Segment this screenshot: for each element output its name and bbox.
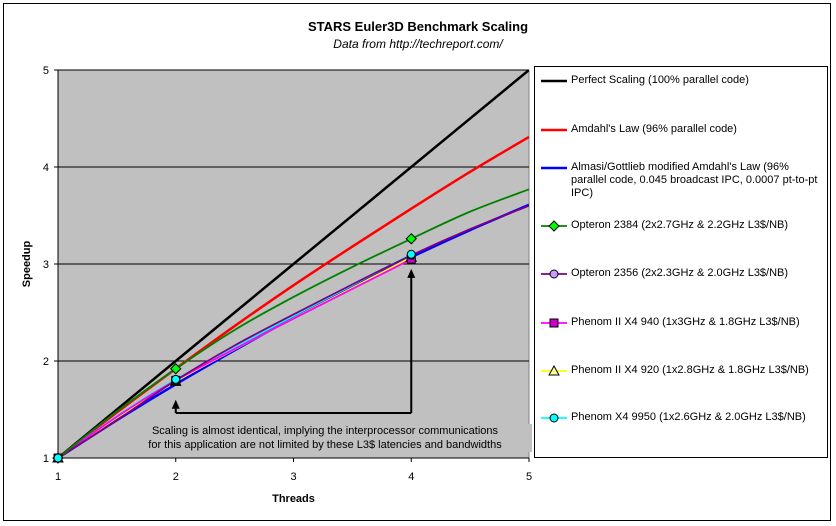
legend-label: Amdahl's Law (96% parallel code) (571, 123, 737, 135)
legend-item-opteron-2356: Opteron 2356 (2x2.3GHz & 2.0GHz L3$/NB) (541, 267, 825, 280)
legend-swatch-graphic (541, 128, 567, 132)
series-line-0 (58, 188, 529, 458)
legend-item-phenom-ii-x4-940: Phenom II X4 940 (1x3GHz & 1.8GHz L3$/NB… (541, 316, 825, 329)
annotation-line-2: for this application are not limited by … (148, 439, 502, 451)
y-tick-label: 4 (43, 162, 49, 174)
chart-title: STARS Euler3D Benchmark Scaling (307, 19, 529, 34)
y-tick-label: 5 (43, 65, 49, 77)
legend-swatch-marker (548, 364, 560, 376)
annotation-arrowhead (171, 399, 180, 409)
legend-swatch-graphic (541, 220, 567, 232)
legend-swatch-graphic (541, 79, 567, 83)
x-tick-label: 5 (526, 471, 532, 483)
legend-swatch-graphic (541, 318, 567, 328)
legend-swatch (541, 364, 567, 376)
legend-item-almasi-gottlieb: Almasi/Gottlieb modified Amdahl's Law (9… (541, 161, 825, 200)
legend-item-phenom-x4-9950: Phenom X4 9950 (1x2.6GHz & 2.0GHz L3$/NB… (541, 411, 825, 424)
legend-swatch-marker (549, 413, 559, 423)
legend-item-phenom-ii-x4-920: Phenom II X4 920 (1x2.8GHz & 1.8GHz L3$/… (541, 364, 825, 377)
legend-label: Phenom II X4 920 (1x2.8GHz & 1.8GHz L3$/… (571, 364, 809, 376)
y-tick-label: 2 (43, 356, 49, 368)
legend-swatch-graphic (541, 166, 567, 170)
data-point-series-4 (406, 249, 416, 259)
legend-label: Opteron 2384 (2x2.7GHz & 2.2GHz L3$/NB) (571, 219, 789, 231)
legend-label: Opteron 2356 (2x2.3GHz & 2.0GHz L3$/NB) (571, 267, 789, 279)
legend-swatch (541, 161, 567, 173)
legend-swatch (541, 411, 567, 423)
legend-label: Phenom II X4 940 (1x3GHz & 1.8GHz L3$/NB… (571, 316, 800, 328)
legend-swatch (541, 316, 567, 328)
x-tick-label: 4 (408, 471, 414, 483)
y-axis-label: Speedup (21, 240, 33, 287)
legend-swatch-marker (548, 220, 560, 232)
legend-item-perfect-scaling: Perfect Scaling (100% parallel code) (541, 74, 825, 87)
data-point-series-0 (405, 233, 417, 245)
legend-swatch-marker (549, 318, 559, 328)
model-line-0 (58, 70, 529, 458)
legend-swatch (541, 74, 567, 86)
chart-legend: Perfect Scaling (100% parallel code) Amd… (534, 66, 828, 458)
series-line-1 (58, 204, 529, 458)
series-line-2 (58, 258, 412, 458)
annotation-line-1: Scaling is almost identical, implying th… (151, 425, 499, 437)
legend-swatch-graphic (541, 269, 567, 279)
legend-swatch (541, 267, 567, 279)
legend-label: Perfect Scaling (100% parallel code) (571, 74, 749, 86)
legend-item-amdahl: Amdahl's Law (96% parallel code) (541, 123, 825, 136)
legend-swatch-graphic (541, 364, 567, 376)
x-tick-label: 1 (55, 471, 61, 483)
plot-series-group (58, 70, 529, 458)
legend-swatch (541, 219, 567, 232)
data-point-series-4 (171, 374, 181, 384)
x-axis-label: Threads (272, 493, 315, 505)
legend-swatch (541, 123, 567, 135)
data-point-series-0 (170, 363, 182, 375)
annotation-arrowhead (407, 268, 416, 278)
y-tick-label: 1 (43, 453, 49, 465)
legend-swatch-marker (549, 269, 559, 279)
x-tick-label: 2 (173, 471, 179, 483)
data-point-series-4 (53, 453, 63, 463)
legend-item-opteron-2384: Opteron 2384 (2x2.7GHz & 2.2GHz L3$/NB) (541, 219, 825, 232)
chart-subtitle: Data from http://techreport.com/ (333, 37, 503, 51)
y-tick-label: 3 (43, 259, 49, 271)
legend-label: Almasi/Gottlieb modified Amdahl's Law (9… (571, 161, 818, 199)
chart-annotation: Scaling is almost identical, implying th… (118, 424, 532, 452)
legend-swatch-graphic (541, 413, 567, 423)
legend-label: Phenom X4 9950 (1x2.6GHz & 2.0GHz L3$/NB… (571, 411, 806, 423)
x-tick-label: 3 (290, 471, 296, 483)
